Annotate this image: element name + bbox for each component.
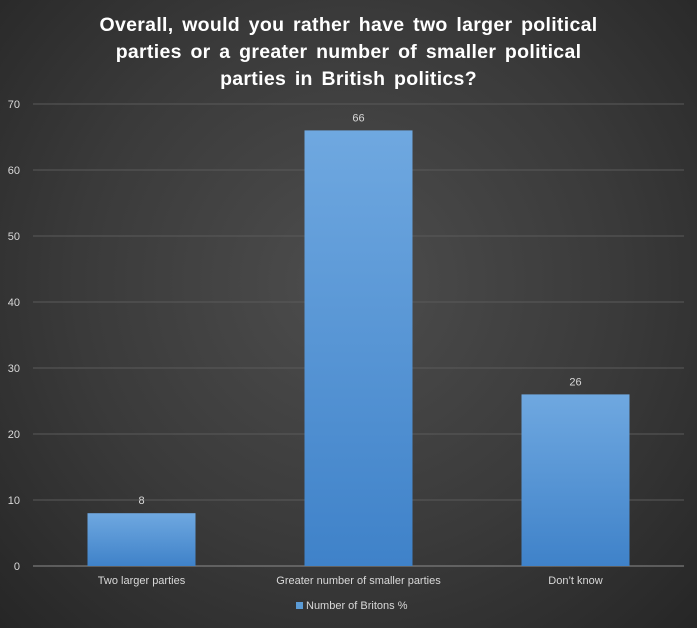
legend-swatch	[296, 602, 303, 609]
x-tick-label: Don’t know	[548, 575, 602, 587]
chart-title: Overall, would you rather have two large…	[0, 12, 697, 93]
bar	[87, 513, 196, 566]
legend-label: Number of Britons %	[306, 600, 408, 612]
bar	[521, 394, 630, 566]
y-tick-label: 40	[8, 297, 20, 309]
y-tick-label: 70	[8, 99, 20, 111]
chart-title-line-2: parties or a greater number of smaller p…	[115, 41, 582, 63]
bar-value-label: 8	[138, 495, 144, 507]
chart-title-line-3: parties in British politics?	[220, 68, 477, 90]
x-tick-label: Greater number of smaller parties	[276, 575, 441, 587]
chart-title-line-1: Overall, would you rather have two large…	[99, 14, 598, 36]
bar-value-label: 26	[569, 376, 581, 388]
y-tick-label: 50	[8, 231, 20, 243]
bar	[304, 130, 413, 566]
y-tick-label: 10	[8, 495, 20, 507]
y-tick-label: 0	[14, 561, 20, 573]
y-tick-label: 20	[8, 429, 20, 441]
bar-value-label: 66	[352, 112, 364, 124]
y-tick-label: 60	[8, 165, 20, 177]
x-tick-label: Two larger parties	[98, 575, 186, 587]
y-tick-label: 30	[8, 363, 20, 375]
